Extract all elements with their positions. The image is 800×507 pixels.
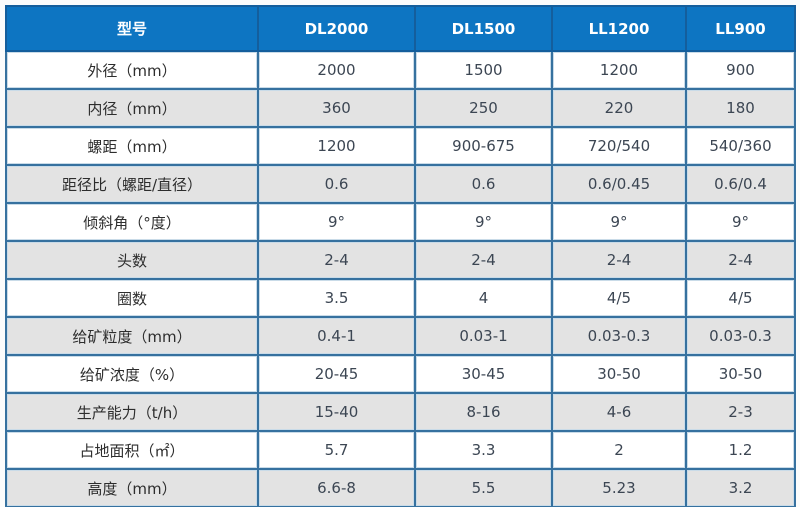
value-cell: 9° (685, 202, 796, 242)
value-cell: 5.7 (257, 430, 416, 470)
value-cell: 900 (685, 50, 796, 90)
header-cell-dl2000: DL2000 (257, 5, 416, 52)
value-cell: 2-4 (551, 240, 687, 280)
table-row: 生产能力（t/h） 15-40 8-16 4-6 2-3 (5, 392, 796, 432)
value-cell: 2-4 (685, 240, 796, 280)
value-cell: 2-4 (414, 240, 553, 280)
value-cell: 30-45 (414, 354, 553, 394)
header-row: 型号 DL2000 DL1500 LL1200 LL900 (5, 5, 796, 52)
value-cell: 180 (685, 88, 796, 128)
table-row: 给矿浓度（%） 20-45 30-45 30-50 30-50 (5, 354, 796, 394)
table-row: 高度（mm） 6.6-8 5.5 5.23 3.2 (5, 468, 796, 507)
row-label: 高度（mm） (5, 468, 259, 507)
value-cell: 30-50 (685, 354, 796, 394)
row-label: 占地面积（㎡） (5, 430, 259, 470)
value-cell: 5.5 (414, 468, 553, 507)
value-cell: 3.2 (685, 468, 796, 507)
value-cell: 30-50 (551, 354, 687, 394)
value-cell: 1500 (414, 50, 553, 90)
row-label: 螺距（mm） (5, 126, 259, 166)
value-cell: 0.4-1 (257, 316, 416, 356)
value-cell: 9° (551, 202, 687, 242)
header-cell-ll1200: LL1200 (551, 5, 687, 52)
value-cell: 4-6 (551, 392, 687, 432)
value-cell: 9° (257, 202, 416, 242)
table-row: 头数 2-4 2-4 2-4 2-4 (5, 240, 796, 280)
value-cell: 0.6/0.45 (551, 164, 687, 204)
row-label: 内径（mm） (5, 88, 259, 128)
value-cell: 2000 (257, 50, 416, 90)
value-cell: 0.6/0.4 (685, 164, 796, 204)
value-cell: 250 (414, 88, 553, 128)
header-cell-dl1500: DL1500 (414, 5, 553, 52)
value-cell: 1200 (551, 50, 687, 90)
table-row: 内径（mm） 360 250 220 180 (5, 88, 796, 128)
value-cell: 0.03-1 (414, 316, 553, 356)
table-row: 占地面积（㎡） 5.7 3.3 2 1.2 (5, 430, 796, 470)
row-label: 外径（mm） (5, 50, 259, 90)
row-label: 给矿粒度（mm） (5, 316, 259, 356)
table-row: 圈数 3.5 4 4/5 4/5 (5, 278, 796, 318)
value-cell: 2-4 (257, 240, 416, 280)
value-cell: 720/540 (551, 126, 687, 166)
value-cell: 0.03-0.3 (551, 316, 687, 356)
value-cell: 2-3 (685, 392, 796, 432)
value-cell: 15-40 (257, 392, 416, 432)
value-cell: 4/5 (551, 278, 687, 318)
table-row: 距径比（螺距/直径） 0.6 0.6 0.6/0.45 0.6/0.4 (5, 164, 796, 204)
value-cell: 220 (551, 88, 687, 128)
header-cell-model: 型号 (5, 5, 259, 52)
value-cell: 3.3 (414, 430, 553, 470)
value-cell: 2 (551, 430, 687, 470)
value-cell: 0.03-0.3 (685, 316, 796, 356)
value-cell: 4 (414, 278, 553, 318)
spec-table: 型号 DL2000 DL1500 LL1200 LL900 外径（mm） 2000 1500… (5, 5, 796, 507)
header-cell-ll900: LL900 (685, 5, 796, 52)
value-cell: 3.5 (257, 278, 416, 318)
row-label: 圈数 (5, 278, 259, 318)
value-cell: 1.2 (685, 430, 796, 470)
value-cell: 540/360 (685, 126, 796, 166)
table-row: 外径（mm） 2000 1500 1200 900 (5, 50, 796, 90)
value-cell: 900-675 (414, 126, 553, 166)
value-cell: 360 (257, 88, 416, 128)
value-cell: 20-45 (257, 354, 416, 394)
table-row: 倾斜角（°度） 9° 9° 9° 9° (5, 202, 796, 242)
value-cell: 8-16 (414, 392, 553, 432)
row-label: 生产能力（t/h） (5, 392, 259, 432)
value-cell: 0.6 (257, 164, 416, 204)
table-row: 给矿粒度（mm） 0.4-1 0.03-1 0.03-0.3 0.03-0.3 (5, 316, 796, 356)
value-cell: 6.6-8 (257, 468, 416, 507)
value-cell: 9° (414, 202, 553, 242)
row-label: 倾斜角（°度） (5, 202, 259, 242)
row-label: 距径比（螺距/直径） (5, 164, 259, 204)
value-cell: 0.6 (414, 164, 553, 204)
row-label: 头数 (5, 240, 259, 280)
value-cell: 5.23 (551, 468, 687, 507)
value-cell: 1200 (257, 126, 416, 166)
table-row: 螺距（mm） 1200 900-675 720/540 540/360 (5, 126, 796, 166)
value-cell: 4/5 (685, 278, 796, 318)
row-label: 给矿浓度（%） (5, 354, 259, 394)
